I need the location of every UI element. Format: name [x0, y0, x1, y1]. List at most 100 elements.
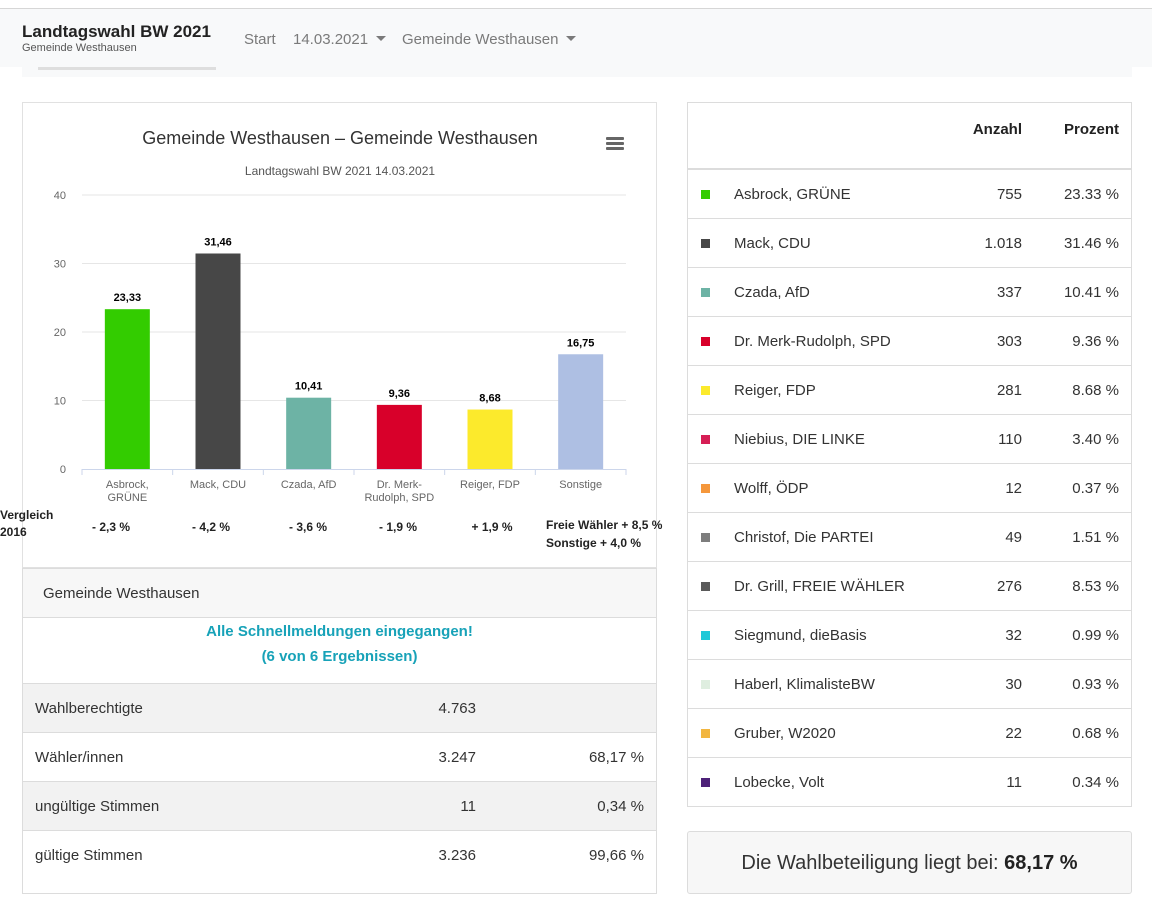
- brand[interactable]: Landtagswahl BW 2021 Gemeinde Westhausen: [22, 22, 211, 54]
- vote-percent: 31.46 %: [1063, 235, 1119, 252]
- comparison-value: - 1,9 %: [378, 520, 417, 534]
- vote-percent: 23.33 %: [1063, 186, 1119, 203]
- table-row: Niebius, DIE LINKE 110 3.40 %: [688, 415, 1131, 464]
- y-tick-label: 30: [54, 259, 66, 271]
- region-dropdown-label: Gemeinde Westhausen: [402, 31, 559, 48]
- candidate-name: Haberl, KlimalisteBW: [734, 676, 875, 693]
- vote-percent: 1.51 %: [1072, 529, 1119, 546]
- results-table-body: Asbrock, GRÜNE 755 23.33 % Mack, CDU 1.018 31…: [688, 170, 1131, 807]
- vote-count: 11: [1006, 774, 1022, 791]
- chevron-down-icon: [566, 36, 577, 41]
- x-tick-label: Asbrock,: [106, 479, 149, 491]
- vote-percent: 8.68 %: [1072, 382, 1119, 399]
- top-border: [0, 8, 1152, 9]
- date-dropdown[interactable]: 14.03.2021: [293, 31, 387, 49]
- party-color-swatch: [701, 190, 710, 199]
- nav-start-label: Start: [244, 31, 276, 48]
- info-row-value: 3.247: [438, 749, 476, 766]
- turnout-label: Die Wahlbeteiligung liegt bei:: [741, 852, 999, 874]
- info-row-label: Wahlberechtigte: [35, 700, 143, 717]
- table-row: Siegmund, dieBasis 32 0.99 %: [688, 611, 1131, 660]
- data-label: 9,36: [389, 388, 410, 400]
- comparison-label: Vergleich 2016: [0, 507, 53, 541]
- bar: [558, 354, 604, 469]
- x-tick-label: Rudolph, SPD: [364, 492, 434, 504]
- candidate-name: Wolff, ÖDP: [734, 480, 809, 497]
- info-row-percent: 99,66 %: [588, 847, 644, 864]
- chart-title: Gemeinde Westhausen – Gemeinde Westhause…: [142, 128, 538, 148]
- info-row-value: 11: [460, 798, 476, 815]
- status-line2: (6 von 6 Ergebnissen): [261, 648, 418, 665]
- info-row: gültige Stimmen 3.236 99,66 %: [23, 830, 656, 879]
- info-row-value: 3.236: [438, 847, 476, 864]
- candidate-name: Dr. Grill, FREIE WÄHLER: [734, 578, 905, 595]
- vote-percent: 9.36 %: [1072, 333, 1119, 350]
- info-row-label: gültige Stimmen: [35, 847, 143, 864]
- candidate-name: Asbrock, GRÜNE: [734, 186, 851, 203]
- results-table-header: Anzahl Prozent: [688, 103, 1131, 170]
- info-row: Wähler/innen 3.247 68,17 %: [23, 732, 656, 781]
- party-color-swatch: [701, 680, 710, 689]
- status-message: Alle Schnellmeldungen eingegangen! (6 vo…: [23, 618, 656, 683]
- brand-underline: [38, 67, 216, 70]
- chart-menu-icon[interactable]: [606, 137, 624, 151]
- x-tick-label: Mack, CDU: [190, 479, 246, 491]
- info-row-value: 4.763: [438, 700, 476, 717]
- nav-start-link[interactable]: Start: [244, 31, 276, 49]
- vote-count: 337: [996, 284, 1022, 301]
- party-color-swatch: [701, 337, 710, 346]
- party-color-swatch: [701, 582, 710, 591]
- vote-count: 49: [1005, 529, 1022, 546]
- party-color-swatch: [701, 729, 710, 738]
- vote-count: 1.018: [984, 235, 1022, 252]
- vote-percent: 0.37 %: [1072, 480, 1119, 497]
- info-card-header: Gemeinde Westhausen: [23, 569, 656, 618]
- comparison-others: Freie Wähler + 8,5 % Sonstige + 4,0 %: [546, 516, 662, 552]
- candidate-name: Reiger, FDP: [734, 382, 816, 399]
- bar: [376, 404, 422, 469]
- y-tick-label: 40: [54, 190, 66, 202]
- vote-count: 110: [998, 431, 1022, 448]
- vote-count: 22: [1005, 725, 1022, 742]
- table-row: Asbrock, GRÜNE 755 23.33 %: [688, 170, 1131, 219]
- bar-chart: 0 10 20 30 40 23,33 Asbrock,GRÜNE 31,46 Mack, CD…: [54, 190, 627, 504]
- vote-count: 755: [996, 186, 1022, 203]
- candidate-name: Lobecke, Volt: [734, 774, 825, 791]
- info-row-percent: 0,34 %: [597, 798, 644, 815]
- chevron-down-icon: [376, 36, 387, 41]
- table-row: Gruber, W2020 22 0.68 %: [688, 709, 1131, 758]
- party-color-swatch: [701, 778, 710, 787]
- data-label: 16,75: [567, 337, 595, 349]
- table-row: Reiger, FDP 281 8.68 %: [688, 366, 1131, 415]
- table-row: Dr. Merk-Rudolph, SPD 303 9.36 %: [688, 317, 1131, 366]
- table-row: Mack, CDU 1.018 31.46 %: [688, 219, 1131, 268]
- x-tick-label: GRÜNE: [107, 492, 147, 504]
- status-line1: Alle Schnellmeldungen eingegangen!: [206, 623, 473, 640]
- region-dropdown[interactable]: Gemeinde Westhausen: [402, 31, 577, 49]
- y-tick-label: 0: [60, 464, 66, 476]
- table-row: Dr. Grill, FREIE WÄHLER 276 8.53 %: [688, 562, 1131, 611]
- info-row-label: ungültige Stimmen: [35, 798, 160, 815]
- candidate-name: Mack, CDU: [734, 235, 811, 252]
- x-tick-label: Czada, AfD: [281, 479, 337, 491]
- vote-count: 12: [1005, 480, 1022, 497]
- party-color-swatch: [701, 288, 710, 297]
- date-dropdown-label: 14.03.2021: [293, 31, 369, 48]
- comparison-others-line2: Sonstige + 4,0 %: [546, 536, 642, 550]
- party-color-swatch: [701, 631, 710, 640]
- candidate-name: Dr. Merk-Rudolph, SPD: [734, 333, 891, 350]
- bar: [286, 397, 332, 469]
- party-color-swatch: [701, 533, 710, 542]
- comparison-value: - 4,2 %: [191, 520, 230, 534]
- candidate-name: Niebius, DIE LINKE: [734, 431, 865, 448]
- comparison-value: + 1,9 %: [471, 520, 513, 534]
- info-row-label: Wähler/innen: [35, 749, 124, 766]
- bar: [195, 253, 241, 469]
- vote-percent: 0.68 %: [1072, 725, 1119, 742]
- brand-title[interactable]: Landtagswahl BW 2021: [22, 22, 211, 41]
- navbar: Landtagswahl BW 2021 Gemeinde Westhausen…: [0, 9, 1152, 67]
- candidate-name: Siegmund, dieBasis: [734, 627, 867, 644]
- info-row: Wahlberechtigte 4.763: [23, 683, 656, 732]
- brand-subtitle: Gemeinde Westhausen: [22, 42, 137, 54]
- nav-strip: [22, 67, 1132, 77]
